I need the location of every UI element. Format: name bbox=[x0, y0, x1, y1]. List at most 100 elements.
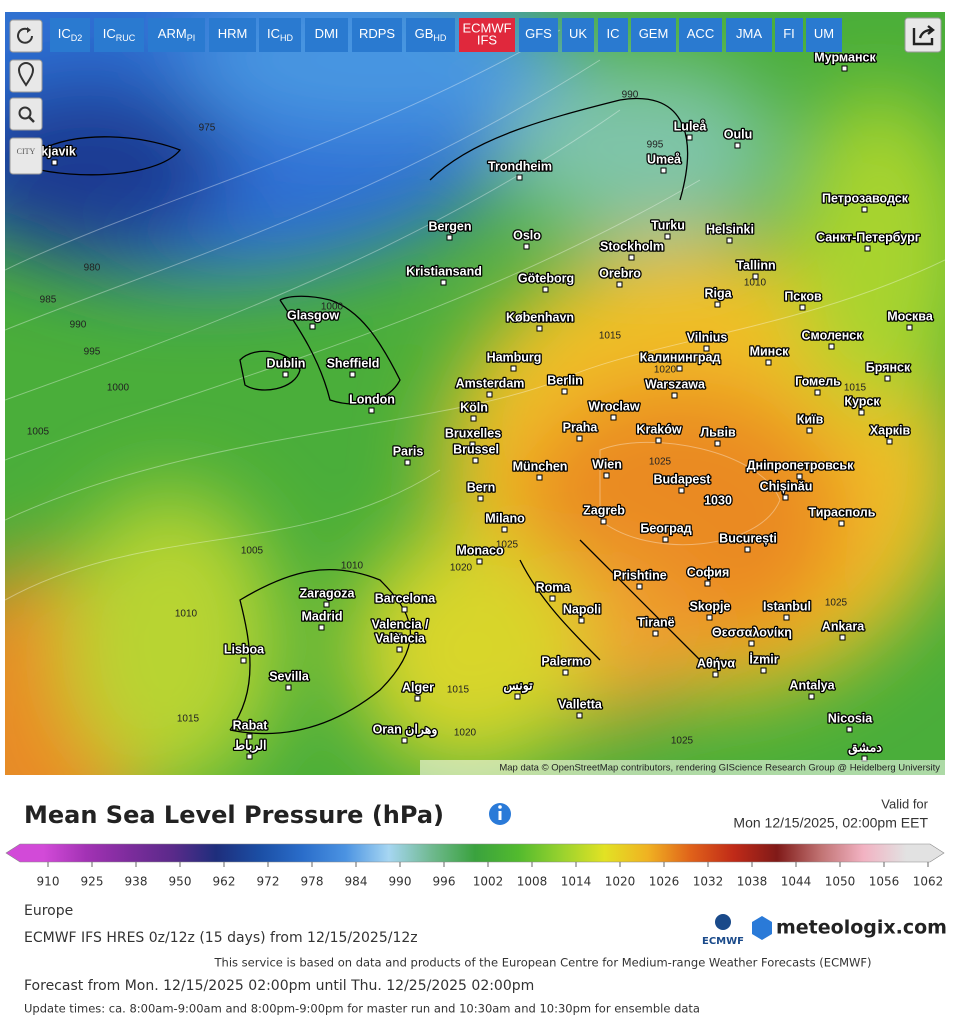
city-button[interactable] bbox=[9, 137, 43, 175]
model-button[interactable]: ICRUC bbox=[94, 18, 144, 52]
map[interactable]: ykjavik Мурманск Luleå Oulu Umeå Trondheim Пет… bbox=[0, 0, 955, 880]
model-button[interactable]: RDPS bbox=[352, 18, 402, 52]
city-label: București bbox=[719, 531, 777, 545]
model-button-bg[interactable] bbox=[562, 18, 594, 52]
refresh-button[interactable] bbox=[9, 19, 43, 53]
city-dot bbox=[542, 286, 549, 293]
city-dot bbox=[578, 617, 585, 624]
model-main: UK bbox=[569, 26, 587, 41]
model-button[interactable]: GBHD bbox=[406, 18, 455, 52]
info-glyph bbox=[498, 811, 502, 820]
model-name: JMA bbox=[736, 26, 762, 41]
colorbar-tick-label: 1032 bbox=[693, 875, 724, 889]
model-button-bg[interactable] bbox=[679, 18, 722, 52]
city-dot bbox=[285, 684, 292, 691]
model-name: UM bbox=[814, 26, 834, 41]
model-button-bg[interactable] bbox=[598, 18, 628, 52]
model-main: IC bbox=[103, 26, 116, 41]
model-button[interactable]: UK bbox=[562, 18, 594, 52]
valid-time: Mon 12/15/2025, 02:00pm EET bbox=[733, 815, 928, 831]
model-button-bg[interactable] bbox=[459, 18, 515, 52]
city-dot bbox=[714, 301, 721, 308]
model-button[interactable]: JMA bbox=[726, 18, 772, 52]
city-label: Amsterdam bbox=[456, 376, 525, 390]
locate-button[interactable] bbox=[9, 59, 43, 93]
city-dot bbox=[734, 142, 741, 149]
city-label: Sevilla bbox=[269, 669, 310, 683]
valid-label: Valid for bbox=[881, 796, 928, 811]
model-button-bg[interactable] bbox=[775, 18, 803, 52]
model-button-bg[interactable] bbox=[352, 18, 402, 52]
city-label: Dublin bbox=[267, 356, 306, 370]
city-label: Θεσσαλονίκη bbox=[712, 625, 792, 639]
model-button-bg[interactable] bbox=[806, 18, 842, 52]
zoom-button[interactable] bbox=[9, 97, 43, 131]
city-dot bbox=[858, 409, 865, 416]
city-dot bbox=[440, 279, 447, 286]
city-label: Москва bbox=[887, 309, 934, 323]
isobar-label: 1010 bbox=[744, 278, 767, 289]
model-button[interactable]: ICD2 bbox=[50, 18, 90, 52]
city-dot bbox=[839, 634, 846, 641]
colorbar-tick-label: 925 bbox=[81, 875, 104, 889]
isobar-label: 1010 bbox=[175, 609, 198, 620]
city-label: دمشق bbox=[848, 740, 882, 755]
isobar-label: 990 bbox=[622, 90, 639, 101]
city-dot bbox=[603, 472, 610, 479]
city-label: Glasgow bbox=[287, 308, 339, 322]
city-label: Brussel bbox=[453, 442, 499, 456]
model-button[interactable]: HRM bbox=[209, 18, 256, 52]
model-button-bg[interactable] bbox=[305, 18, 348, 52]
model-main: DMI bbox=[315, 26, 339, 41]
city-label: Oulu bbox=[724, 127, 752, 141]
model-button[interactable]: IC bbox=[598, 18, 628, 52]
update-times: Update times: ca. 8:00am-9:00am and 8:00… bbox=[24, 1002, 700, 1016]
share-icon bbox=[912, 25, 935, 46]
model-button-bg[interactable] bbox=[209, 18, 256, 52]
city-label: София bbox=[687, 565, 730, 579]
city-dot bbox=[600, 518, 607, 525]
model-button-bg[interactable] bbox=[631, 18, 676, 52]
city-dot bbox=[282, 371, 289, 378]
model-button-bg[interactable] bbox=[406, 18, 455, 52]
share-button[interactable] bbox=[904, 17, 942, 53]
model-main: FI bbox=[783, 26, 795, 41]
model-button[interactable]: GFS bbox=[519, 18, 558, 52]
city-dot bbox=[576, 712, 583, 719]
model-button[interactable]: FI bbox=[775, 18, 803, 52]
city-dot bbox=[610, 414, 617, 421]
city-dot bbox=[240, 657, 247, 664]
model-button-bg[interactable] bbox=[50, 18, 90, 52]
model-button-bg[interactable] bbox=[726, 18, 772, 52]
model-button[interactable]: UM bbox=[806, 18, 842, 52]
city-dot bbox=[510, 365, 517, 372]
model-run: ECMWF IFS HRES 0z/12z (15 days) from 12/… bbox=[24, 930, 418, 946]
city-label: Vilnius bbox=[687, 330, 728, 344]
high-label: 1030 bbox=[704, 493, 732, 507]
isobar-labels: 990 995 975 980 985 990 995 1000 1005 1000 1015 101… bbox=[27, 90, 867, 747]
city-label: Istanbul bbox=[763, 599, 811, 613]
city-dot bbox=[752, 273, 759, 280]
model-button-bg[interactable] bbox=[519, 18, 558, 52]
city-dot bbox=[628, 254, 635, 261]
city-dot bbox=[368, 407, 375, 414]
model-button[interactable]: ICHD bbox=[259, 18, 301, 52]
model-button[interactable]: ACC bbox=[679, 18, 722, 52]
city-dot bbox=[686, 134, 693, 141]
city-label: Калининград bbox=[640, 350, 721, 364]
city-dot bbox=[401, 737, 408, 744]
model-button[interactable]: DMI bbox=[305, 18, 348, 52]
city-label: Köln bbox=[460, 400, 488, 414]
model-button[interactable]: GEM bbox=[631, 18, 676, 52]
model-name: UK bbox=[569, 26, 587, 41]
model-button-bg[interactable] bbox=[148, 18, 205, 52]
colorbar-tick-label: 962 bbox=[213, 875, 236, 889]
model-button-bg[interactable] bbox=[259, 18, 301, 52]
service-note: This service is based on data and produc… bbox=[214, 956, 872, 970]
city-dot bbox=[714, 440, 721, 447]
model-button[interactable]: ARMPI bbox=[148, 18, 205, 52]
model-button-bg[interactable] bbox=[94, 18, 144, 52]
